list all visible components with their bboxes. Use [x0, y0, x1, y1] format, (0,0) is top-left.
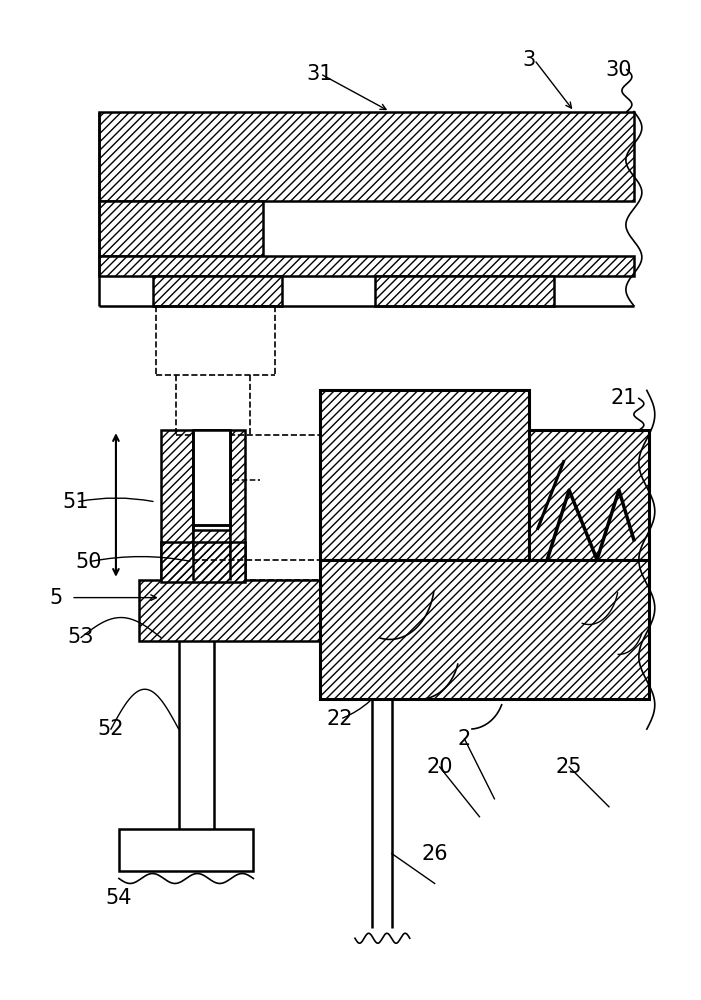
Bar — [193, 430, 231, 525]
Text: 26: 26 — [421, 844, 448, 864]
Bar — [161, 542, 245, 582]
Text: 20: 20 — [426, 757, 453, 777]
Bar — [139, 580, 323, 641]
Bar — [153, 276, 283, 306]
Bar — [99, 256, 634, 276]
Text: 22: 22 — [327, 709, 353, 729]
Bar — [161, 430, 245, 580]
Bar — [529, 430, 649, 560]
Bar — [99, 201, 264, 256]
Text: 30: 30 — [606, 60, 632, 80]
Text: 54: 54 — [106, 888, 132, 908]
Bar — [99, 112, 634, 201]
Text: 21: 21 — [611, 388, 637, 408]
Bar — [320, 560, 649, 699]
Text: 25: 25 — [556, 757, 583, 777]
Bar — [161, 430, 245, 580]
Bar — [320, 560, 649, 699]
Bar — [139, 580, 323, 641]
Bar — [193, 430, 231, 530]
Text: 51: 51 — [63, 492, 89, 512]
Text: 3: 3 — [523, 50, 536, 70]
Bar — [375, 276, 554, 306]
Bar — [99, 256, 634, 276]
Text: 50: 50 — [76, 552, 102, 572]
Bar — [529, 430, 649, 560]
Text: 52: 52 — [97, 719, 124, 739]
Bar — [99, 201, 264, 256]
Text: 31: 31 — [307, 64, 334, 84]
Bar — [320, 390, 529, 560]
Text: 2: 2 — [458, 729, 471, 749]
Bar — [161, 542, 245, 582]
Bar — [119, 829, 253, 871]
Text: 53: 53 — [68, 627, 95, 647]
Bar — [375, 276, 554, 306]
Text: 5: 5 — [50, 588, 63, 608]
Bar — [99, 112, 634, 201]
Bar — [320, 390, 529, 560]
Bar — [153, 276, 283, 306]
